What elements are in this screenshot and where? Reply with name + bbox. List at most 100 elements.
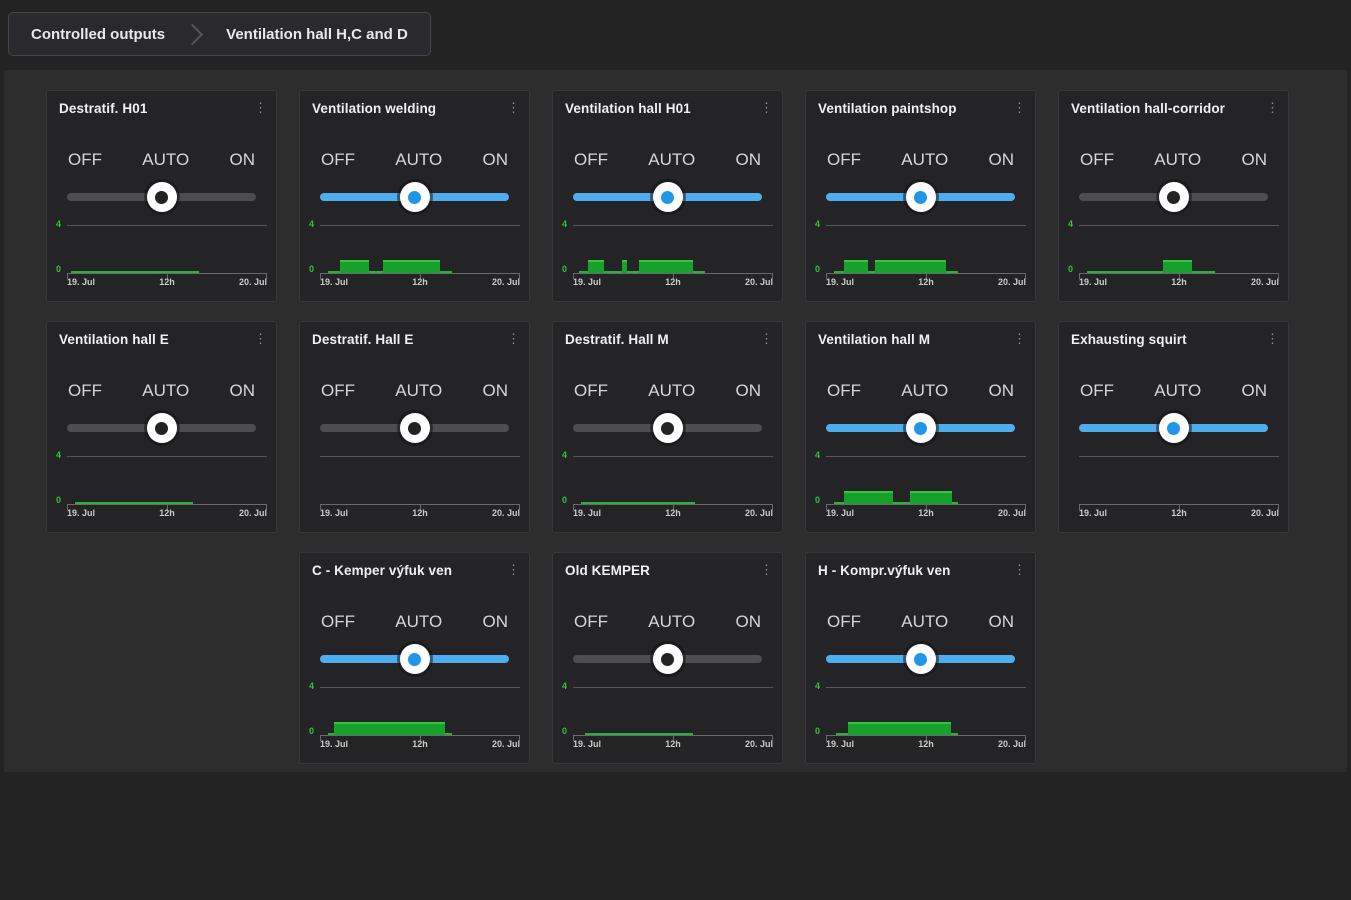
mode-slider[interactable] [1079, 413, 1268, 443]
switch-option-on[interactable]: ON [482, 612, 508, 631]
kebab-menu-icon[interactable]: ⋮ [1013, 100, 1026, 115]
switch-option-on[interactable]: ON [988, 150, 1014, 169]
kebab-menu-icon[interactable]: ⋮ [1266, 100, 1279, 115]
output-card: H - Kompr.výfuk ven ⋮ OFF AUTO ON 4 0 19… [805, 552, 1036, 764]
axis-tick [926, 273, 927, 279]
mode-switch-labels: OFF AUTO ON [827, 381, 1014, 401]
switch-option-on[interactable]: ON [988, 612, 1014, 631]
switch-option-off[interactable]: OFF [321, 612, 355, 631]
switch-option-off[interactable]: OFF [68, 150, 102, 169]
breadcrumb-item-current-page[interactable]: Ventilation hall H,C and D [226, 25, 408, 43]
kebab-menu-icon[interactable]: ⋮ [760, 562, 773, 577]
kebab-menu-icon[interactable]: ⋮ [760, 331, 773, 346]
switch-option-off[interactable]: OFF [827, 381, 861, 400]
kebab-menu-icon[interactable]: ⋮ [254, 100, 267, 115]
kebab-menu-icon[interactable]: ⋮ [760, 100, 773, 115]
mode-slider[interactable] [1079, 182, 1268, 212]
card-title: Ventilation hall M [818, 332, 931, 347]
kebab-menu-icon[interactable]: ⋮ [507, 100, 520, 115]
switch-option-auto[interactable]: AUTO [901, 612, 949, 631]
switch-option-auto[interactable]: AUTO [901, 381, 949, 400]
kebab-menu-icon[interactable]: ⋮ [1013, 562, 1026, 577]
kebab-menu-icon[interactable]: ⋮ [254, 331, 267, 346]
switch-option-off[interactable]: OFF [574, 150, 608, 169]
axis-tick [673, 735, 674, 741]
switch-option-off[interactable]: OFF [827, 150, 861, 169]
chart-activity-pulse [844, 491, 893, 504]
switch-option-on[interactable]: ON [229, 150, 255, 169]
switch-option-off[interactable]: OFF [321, 381, 355, 400]
switch-option-off[interactable]: OFF [321, 150, 355, 169]
switch-option-off[interactable]: OFF [1080, 150, 1114, 169]
mode-slider[interactable] [320, 413, 509, 443]
x-tick-mid: 12h [412, 277, 428, 287]
switch-option-auto[interactable]: AUTO [1154, 381, 1202, 400]
chart-plot [826, 456, 1026, 510]
switch-option-auto[interactable]: AUTO [395, 381, 443, 400]
slider-thumb[interactable] [146, 413, 177, 443]
x-axis-labels: 19. Jul 12h 20. Jul [320, 508, 520, 518]
slider-thumb[interactable] [399, 413, 430, 443]
slider-thumb[interactable] [399, 182, 430, 212]
axis-tick [772, 273, 773, 279]
mode-slider[interactable] [826, 413, 1015, 443]
mode-slider[interactable] [826, 644, 1015, 674]
breadcrumb-item-controlled-outputs[interactable]: Controlled outputs [31, 25, 166, 43]
switch-option-off[interactable]: OFF [574, 381, 608, 400]
mode-slider[interactable] [573, 644, 762, 674]
mode-slider[interactable] [573, 413, 762, 443]
kebab-menu-icon[interactable]: ⋮ [1266, 331, 1279, 346]
x-tick-end: 20. Jul [997, 508, 1026, 518]
mode-slider[interactable] [67, 182, 256, 212]
slider-thumb[interactable] [905, 413, 936, 443]
slider-thumb[interactable] [905, 182, 936, 212]
switch-option-off[interactable]: OFF [827, 612, 861, 631]
switch-option-auto[interactable]: AUTO [142, 381, 190, 400]
mode-slider[interactable] [826, 182, 1015, 212]
axis-tick [1278, 273, 1279, 279]
kebab-menu-icon[interactable]: ⋮ [507, 562, 520, 577]
switch-option-on[interactable]: ON [229, 381, 255, 400]
switch-option-on[interactable]: ON [735, 612, 761, 631]
switch-option-on[interactable]: ON [1241, 381, 1267, 400]
slider-thumb[interactable] [652, 182, 683, 212]
switch-option-on[interactable]: ON [735, 150, 761, 169]
switch-option-on[interactable]: ON [482, 150, 508, 169]
switch-option-auto[interactable]: AUTO [648, 612, 696, 631]
switch-option-off[interactable]: OFF [1080, 381, 1114, 400]
switch-option-auto[interactable]: AUTO [648, 381, 696, 400]
mode-slider[interactable] [67, 413, 256, 443]
mode-slider[interactable] [320, 182, 509, 212]
switch-option-on[interactable]: ON [482, 381, 508, 400]
kebab-menu-icon[interactable]: ⋮ [1013, 331, 1026, 346]
slider-thumb[interactable] [652, 413, 683, 443]
switch-option-off[interactable]: OFF [68, 381, 102, 400]
mode-slider[interactable] [320, 644, 509, 674]
switch-option-auto[interactable]: AUTO [648, 150, 696, 169]
kebab-menu-icon[interactable]: ⋮ [507, 331, 520, 346]
slider-thumb[interactable] [1158, 413, 1189, 443]
switch-option-auto[interactable]: AUTO [142, 150, 190, 169]
slider-thumb[interactable] [905, 644, 936, 674]
switch-option-auto[interactable]: AUTO [901, 150, 949, 169]
slider-thumb[interactable] [1158, 182, 1189, 212]
slider-thumb[interactable] [146, 182, 177, 212]
axis-tick [320, 273, 321, 279]
card-title: Destratif. Hall M [565, 332, 669, 347]
activity-chart: 4 0 19. Jul 12h 20. Jul [562, 219, 773, 295]
switch-option-on[interactable]: ON [988, 381, 1014, 400]
switch-option-on[interactable]: ON [1241, 150, 1267, 169]
slider-thumb[interactable] [652, 644, 683, 674]
switch-option-on[interactable]: ON [735, 381, 761, 400]
switch-option-auto[interactable]: AUTO [1154, 150, 1202, 169]
output-card: Destratif. H01 ⋮ OFF AUTO ON 4 0 19. Jul [46, 90, 277, 302]
mode-slider[interactable] [573, 182, 762, 212]
axis-tick [772, 735, 773, 741]
switch-option-off[interactable]: OFF [574, 612, 608, 631]
slider-thumb[interactable] [399, 644, 430, 674]
chart-zero-line [75, 502, 193, 504]
switch-option-auto[interactable]: AUTO [395, 612, 443, 631]
switch-option-auto[interactable]: AUTO [395, 150, 443, 169]
x-tick-start: 19. Jul [67, 508, 96, 518]
y-axis-max-label: 4 [562, 681, 568, 691]
